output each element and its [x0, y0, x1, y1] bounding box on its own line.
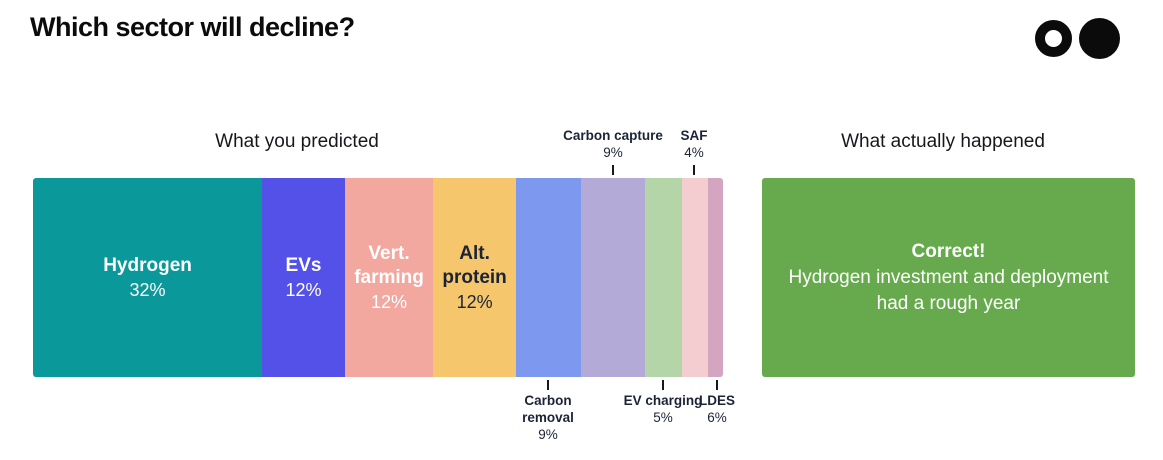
tick-carbon-removal [547, 380, 549, 390]
segment-percent: 6% [707, 410, 727, 425]
segment-percent: 4% [684, 145, 704, 160]
tick-carbon-capture [612, 165, 614, 175]
result-body: Hydrogen investment and deployment had a… [788, 266, 1109, 314]
segment-percent: 5% [653, 410, 673, 425]
label-ldes: LDES 6% [667, 392, 767, 426]
bar-segment-hydrogen[interactable]: Hydrogen 32% [33, 178, 263, 377]
segment-label: SAF [680, 128, 708, 143]
page-title: Which sector will decline? [30, 12, 355, 42]
predicted-column-header: What you predicted [215, 131, 379, 152]
segment-label: Vert. farming [354, 242, 424, 288]
segment-label: Alt. protein [442, 242, 507, 288]
prediction-stacked-bar: Hydrogen 32% EVs 12% Vert. farming 12% A… [33, 178, 723, 377]
result-headline: Correct! [911, 240, 986, 262]
bar-segment-ev-charging[interactable] [645, 178, 683, 377]
filled-circle-icon [1079, 18, 1120, 59]
actual-column-header: What actually happened [841, 131, 1045, 152]
bar-segment-vert-farming[interactable]: Vert. farming 12% [344, 178, 434, 377]
tick-saf [693, 165, 695, 175]
segment-label: EVs [285, 254, 322, 276]
segment-percent: 9% [538, 427, 558, 442]
tick-ldes [716, 380, 718, 390]
tick-ev-charging [662, 380, 664, 390]
segment-label: Hydrogen [103, 254, 192, 276]
segment-percent: 12% [456, 291, 493, 312]
result-card: Correct! Hydrogen investment and deploym… [762, 178, 1135, 377]
segment-label: Carbon removal [522, 393, 574, 425]
ring-circle-icon [1035, 20, 1072, 57]
segment-label: Carbon capture [563, 128, 663, 143]
segment-percent: 12% [285, 279, 322, 300]
label-carbon-removal: Carbon removal 9% [498, 392, 598, 443]
label-carbon-capture: Carbon capture 9% [563, 127, 663, 161]
bar-segment-evs[interactable]: EVs 12% [262, 178, 345, 377]
bar-segment-saf[interactable] [682, 178, 709, 377]
segment-label: EV charging [623, 393, 703, 408]
segment-percent: 32% [129, 279, 166, 300]
bar-segment-ldes[interactable] [708, 178, 723, 377]
segment-percent: 12% [371, 291, 408, 312]
label-ev-charging: EV charging 5% [613, 392, 713, 426]
segment-label: LDES [698, 393, 735, 408]
brand-logo [1035, 18, 1120, 59]
segment-percent: 9% [603, 145, 623, 160]
bar-segment-carbon-capture[interactable] [580, 178, 645, 377]
label-saf: SAF 4% [644, 127, 744, 161]
bar-segment-alt-protein[interactable]: Alt. protein 12% [433, 178, 516, 377]
bar-segment-carbon-removal[interactable] [515, 178, 581, 377]
